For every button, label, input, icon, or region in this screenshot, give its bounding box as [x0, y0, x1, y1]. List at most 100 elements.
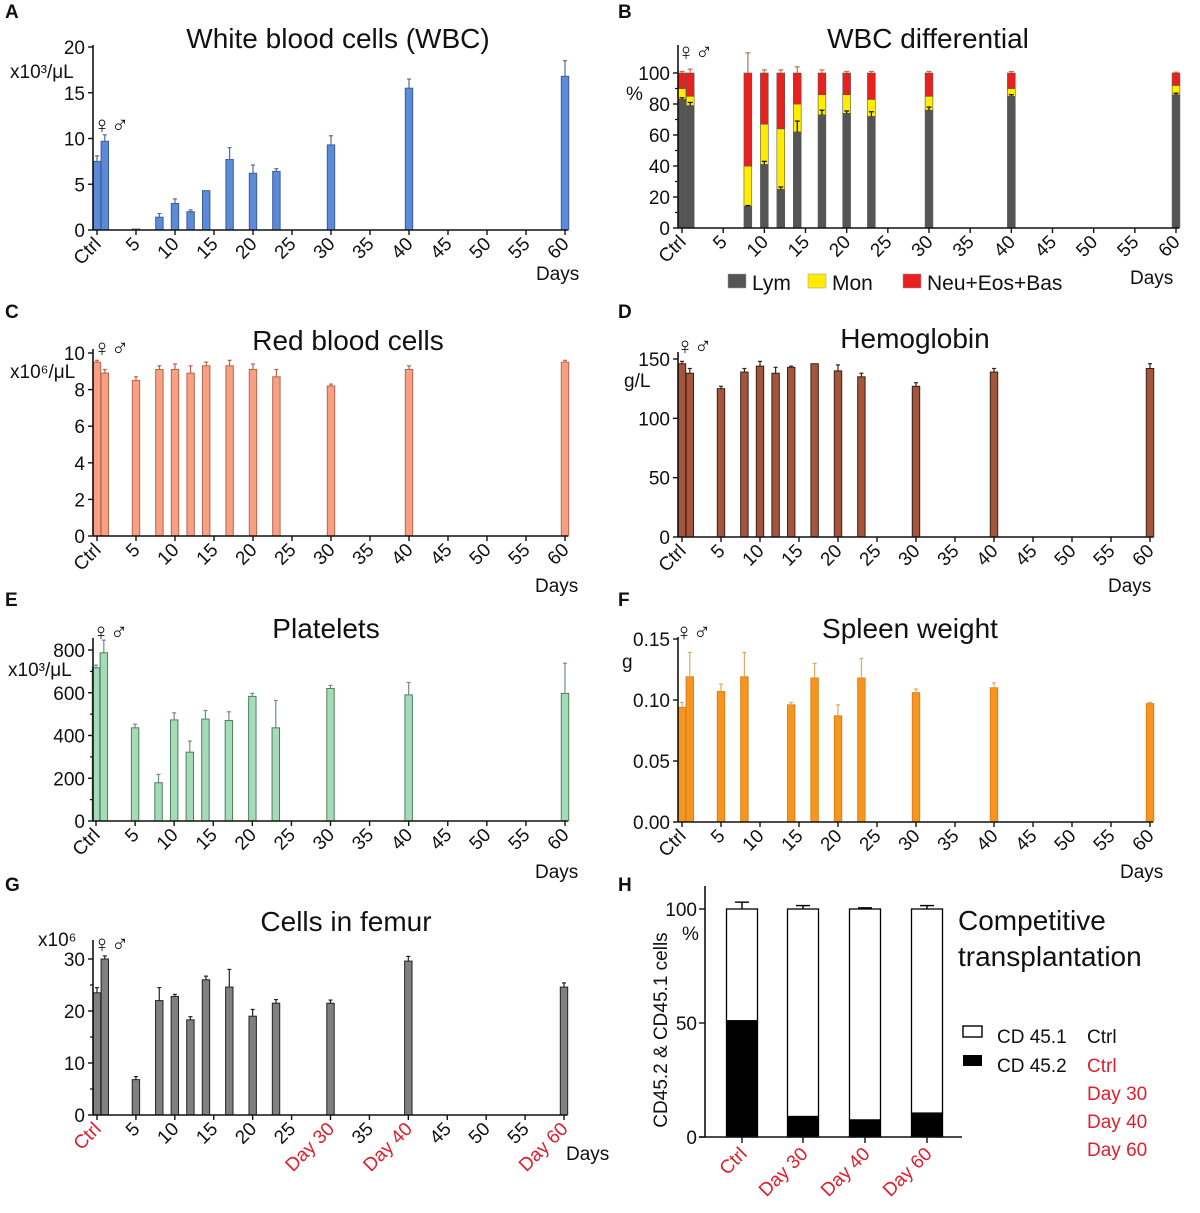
x-tick-label: 55: [505, 540, 535, 570]
x-tick-label: 45: [426, 825, 456, 855]
y-tick-label: 50: [649, 469, 670, 490]
bar: [92, 361, 102, 537]
x-tick-label: 35: [349, 540, 379, 570]
x-tick-label: 30: [908, 232, 938, 262]
bar: [248, 368, 258, 537]
bar: [326, 144, 336, 231]
x-tick-label: 5: [709, 232, 731, 254]
bar-segment-45-1: [725, 908, 759, 1022]
y-tick-label: 600: [53, 684, 85, 705]
sex-marker: ♀♂: [675, 619, 711, 646]
y-tick-label: 0.00: [633, 813, 670, 834]
x-tick-label: 25: [856, 541, 886, 571]
bar: [131, 379, 141, 537]
bar-segment-lym: [793, 131, 802, 229]
bar: [685, 372, 695, 538]
legend-swatch: [727, 273, 747, 289]
bar-segment-neu-eos-bas: [842, 72, 851, 96]
bar-segment-neu-eos-bas: [743, 72, 753, 167]
y-tick-label: 10: [64, 344, 85, 365]
y-tick-label: 0.10: [633, 691, 670, 712]
legend-label: Lym: [752, 272, 791, 295]
x-tick-label: 10: [743, 232, 773, 262]
y-axis-label: x10⁶: [38, 930, 76, 951]
legend-sample: Ctrl: [1087, 1027, 1117, 1048]
x-tick-label: 25: [271, 234, 301, 264]
x-tick-label: 5: [121, 825, 143, 847]
x-tick-label: 15: [192, 1119, 222, 1149]
legend-swatch: [807, 273, 827, 289]
x-tick-label: 50: [1072, 232, 1102, 262]
x-tick-label: 10: [154, 234, 184, 264]
bar: [201, 718, 210, 822]
bar: [560, 361, 570, 537]
y-tick-label: 0.05: [633, 752, 670, 773]
bar-segment-lym: [1007, 95, 1016, 229]
legend-sample: Day 40: [1087, 1112, 1147, 1133]
bar: [100, 140, 110, 231]
bar-segment-45-2: [910, 1112, 944, 1138]
y-tick-label: 60: [649, 126, 670, 147]
y-tick-label: 100: [665, 900, 697, 921]
x-tick-label: 50: [466, 825, 496, 855]
bar: [326, 1002, 335, 1116]
x-tick-label: 35: [348, 1119, 378, 1149]
panel-letter: A: [5, 2, 19, 23]
bar: [810, 363, 819, 538]
bar: [92, 160, 102, 231]
bar: [771, 372, 780, 538]
bar: [786, 366, 796, 538]
x-tick-label: 5: [122, 1119, 144, 1141]
bar: [155, 368, 164, 537]
x-tick-label: 30: [895, 541, 925, 571]
x-tick-label: 40: [973, 826, 1003, 856]
x-tick-label: 60: [544, 234, 574, 264]
y-tick-label: 0: [74, 1106, 85, 1127]
x-tick-label: 35: [949, 232, 979, 262]
x-axis-label: Days: [1108, 576, 1151, 597]
x-tick-label: 45: [426, 1119, 456, 1149]
x-tick-label: 55: [1114, 232, 1144, 262]
bar-segment-mon: [760, 123, 769, 165]
bar: [833, 715, 843, 823]
bar: [326, 385, 336, 537]
bar: [911, 692, 921, 823]
y-axis-label: g/L: [624, 371, 650, 392]
y-tick-label: 100: [638, 64, 670, 85]
bar: [225, 365, 234, 537]
x-tick-label: 10: [154, 1119, 184, 1149]
bar: [248, 695, 257, 822]
x-tick-label: 50: [1051, 541, 1081, 571]
bar: [154, 782, 163, 822]
y-axis-label: %: [626, 84, 643, 105]
x-tick-label: 50: [466, 540, 496, 570]
x-tick-label: 40: [990, 232, 1020, 262]
bar: [155, 216, 164, 231]
bar-segment-lym: [776, 188, 786, 229]
y-tick-label: 0.15: [633, 630, 670, 651]
sex-marker: ♀♂: [93, 335, 129, 362]
bar-segment-45-1: [786, 908, 820, 1118]
y-axis-label: g: [622, 652, 633, 673]
bar-segment-neu-eos-bas: [686, 72, 695, 97]
bar-segment-neu-eos-bas: [760, 72, 769, 125]
bar-segment-lym: [743, 206, 753, 229]
x-tick-label: Day 30: [755, 1144, 812, 1201]
sex-marker: ♀♂: [677, 39, 713, 66]
bar: [404, 960, 413, 1116]
panel-letter: E: [5, 590, 18, 611]
x-tick-label: 55: [505, 234, 535, 264]
y-tick-label: 40: [649, 157, 670, 178]
bar: [271, 1002, 281, 1116]
y-tick-label: 30: [64, 950, 85, 971]
x-tick-label: 35: [934, 541, 964, 571]
bar: [131, 1079, 141, 1116]
chart-title: Platelets: [272, 613, 379, 644]
y-tick-label: 8: [74, 381, 85, 402]
x-tick-label: 40: [388, 540, 418, 570]
panel-letter: C: [5, 302, 19, 323]
x-tick-label: 10: [153, 825, 183, 855]
x-tick-label: 25: [271, 540, 301, 570]
